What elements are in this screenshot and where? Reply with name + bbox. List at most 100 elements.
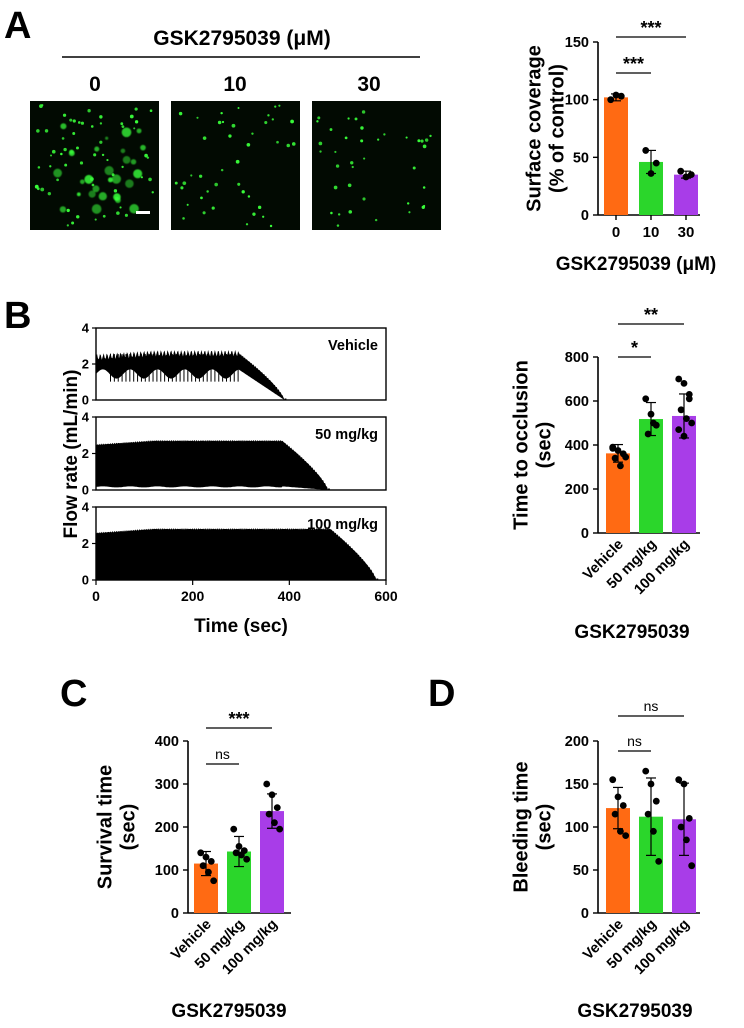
data-point <box>680 780 688 788</box>
micrograph-platelet <box>196 116 199 119</box>
micrograph-platelet <box>134 120 139 124</box>
micrograph-platelet <box>148 177 152 182</box>
micrograph-platelet <box>405 136 408 139</box>
significance-label: ns <box>627 733 642 749</box>
panel-letter-a: A <box>4 5 31 47</box>
micrograph-platelet <box>72 132 76 135</box>
significance-label: *** <box>640 18 661 38</box>
data-point <box>611 810 619 818</box>
micrograph-platelet <box>61 137 65 140</box>
trace-label: 50 mg/kg <box>315 427 378 443</box>
trace-label: Vehicle <box>328 338 378 354</box>
micrograph-aggregate <box>84 174 94 184</box>
data-point <box>612 91 620 99</box>
micrograph-platelet <box>40 187 45 192</box>
micrograph-0 <box>30 101 159 230</box>
micrograph-platelet <box>149 109 153 113</box>
data-point <box>199 862 207 870</box>
micrograph-platelet <box>102 214 106 218</box>
significance-label: ns <box>215 746 230 762</box>
micrograph-platelet <box>198 174 203 178</box>
micrograph-platelet <box>329 128 333 131</box>
y-tick-label: 100 <box>155 863 179 879</box>
data-point <box>677 823 685 831</box>
y-tick-label: 2 <box>82 357 89 372</box>
y-axis-label: Time to occlusion (sec) <box>511 360 556 530</box>
data-point <box>642 395 650 403</box>
micrograph-platelet <box>66 224 69 227</box>
micrograph-aggregate <box>111 174 121 184</box>
y-tick-label: 4 <box>82 410 90 425</box>
y-axis-label: Surface coverage (% of control) <box>524 45 569 212</box>
significance-label: ** <box>644 305 658 325</box>
micrograph-platelet <box>214 182 218 187</box>
y-tick-label: 100 <box>565 93 589 109</box>
micrograph-aggregate <box>105 136 109 140</box>
micrograph-platelet <box>231 123 236 128</box>
data-point <box>685 391 693 398</box>
micrograph-platelet <box>79 161 84 165</box>
micrograph-platelet <box>76 215 80 219</box>
flow-trace-panel: 0 2 4 50 mg/kg <box>82 410 387 498</box>
x-tick-label: 400 <box>278 588 302 604</box>
micrograph-platelet <box>121 125 125 129</box>
data-point <box>652 797 660 805</box>
x-axis-label: GSK2795039 (μM) <box>556 254 717 275</box>
y-tick-label: 150 <box>565 35 589 51</box>
y-tick-label: 0 <box>581 906 589 922</box>
micrograph-platelet <box>422 144 427 149</box>
micrograph-aggregate <box>136 128 142 134</box>
micrograph-platelet <box>424 138 429 142</box>
micrograph-platelet <box>39 104 43 109</box>
micrograph-aggregate <box>130 159 137 165</box>
micrograph-platelet <box>221 120 225 124</box>
micrograph-aggregate <box>69 149 74 154</box>
micrograph-platelet <box>336 224 340 227</box>
micrograph-platelet <box>264 120 268 125</box>
y-axis-label-line: Bleeding time <box>511 761 533 892</box>
micrograph-aggregate <box>122 156 131 164</box>
micrograph-platelet <box>206 190 209 193</box>
flow-trace <box>96 350 285 400</box>
flow-trace <box>96 440 328 490</box>
micrograph-platelet <box>237 182 241 186</box>
data-point <box>619 802 627 809</box>
data-point <box>642 147 650 154</box>
flow-trace-panel: 0 2 4 100 mg/kg <box>82 500 387 588</box>
y-tick-label: 600 <box>565 394 589 410</box>
data-point <box>609 776 617 784</box>
x-tick-label: 600 <box>374 588 398 604</box>
data-point <box>644 810 652 818</box>
micrograph-platelet <box>334 150 337 154</box>
micrograph-platelet <box>290 119 294 124</box>
data-point <box>617 827 624 835</box>
data-point <box>617 92 625 100</box>
data-point <box>276 825 284 833</box>
y-tick-label: 2 <box>82 446 89 461</box>
y-axis-label-line: (sec) <box>534 422 556 469</box>
micrograph-platelet <box>269 224 273 228</box>
data-point <box>683 415 690 422</box>
y-tick-label: 50 <box>573 150 589 166</box>
micrograph-platelet <box>186 203 189 206</box>
micrograph-aggregate <box>76 192 81 197</box>
micrograph-platelet <box>350 161 354 165</box>
micrograph-aggregate <box>104 166 114 176</box>
micrograph-platelet <box>360 126 364 130</box>
panel-letter-c: C <box>60 673 87 715</box>
micrograph-platelet <box>56 178 59 182</box>
micrograph-aggregate <box>79 179 85 185</box>
y-axis-label: Bleeding time (sec) <box>511 761 556 892</box>
micrograph-platelet <box>429 134 432 138</box>
micrograph-platelet <box>72 119 76 123</box>
y-tick-label: 300 <box>155 777 179 793</box>
data-point <box>675 426 683 433</box>
micrograph-platelet <box>228 134 232 138</box>
micrograph-platelet <box>318 141 323 146</box>
micrograph-platelet <box>351 165 354 169</box>
trace-label: 100 mg/kg <box>307 517 378 533</box>
y-tick-label: 150 <box>565 777 589 793</box>
y-axis-label-line: Surface coverage <box>524 45 546 212</box>
micrograph-aggregate <box>94 146 100 152</box>
